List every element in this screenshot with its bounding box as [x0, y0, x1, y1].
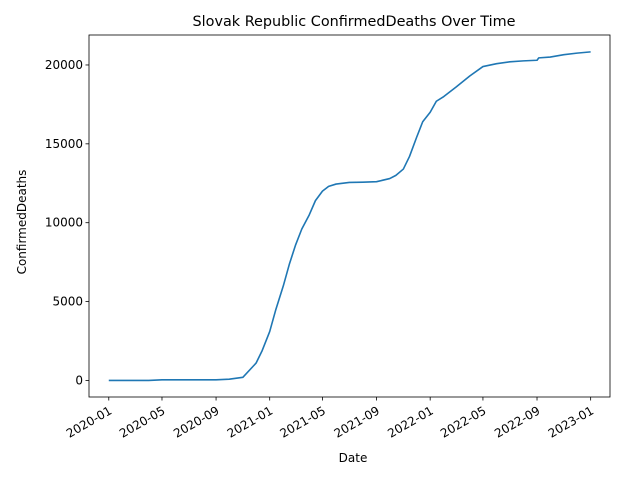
- y-axis-ticks: 0 5000 10000 15000 20000: [45, 58, 89, 387]
- x-axis-title: Date: [339, 451, 368, 465]
- x-tick-label: 2022-01: [385, 403, 435, 440]
- series-line: [108, 51, 591, 382]
- y-tick-label: 5000: [52, 295, 83, 309]
- x-tick-label: 2021-01: [225, 403, 275, 440]
- x-tick-label: 2023-01: [546, 403, 596, 440]
- plot-frame: [88, 34, 611, 398]
- x-tick-label: 2022-09: [492, 403, 542, 440]
- y-tick-label: 0: [75, 373, 83, 387]
- x-tick-label: 2022-05: [438, 403, 488, 440]
- chart-title: Slovak Republic ConfirmedDeaths Over Tim…: [193, 14, 516, 30]
- y-tick-label: 20000: [45, 58, 83, 72]
- x-tick-label: 2020-01: [64, 403, 114, 440]
- x-axis-ticks: 2020-01 2020-05 2020-09 2021-01 2021-05 2021-…: [64, 397, 596, 441]
- y-axis-title: ConfirmedDeaths: [15, 170, 29, 275]
- x-tick-label: 2020-05: [117, 403, 167, 440]
- plot-area: [88, 34, 611, 398]
- x-tick-label: 2021-05: [278, 403, 328, 440]
- y-tick-label: 15000: [45, 137, 83, 151]
- x-tick-label: 2020-09: [171, 403, 221, 440]
- x-tick-label: 2021-09: [332, 403, 382, 440]
- y-tick-label: 10000: [45, 216, 83, 230]
